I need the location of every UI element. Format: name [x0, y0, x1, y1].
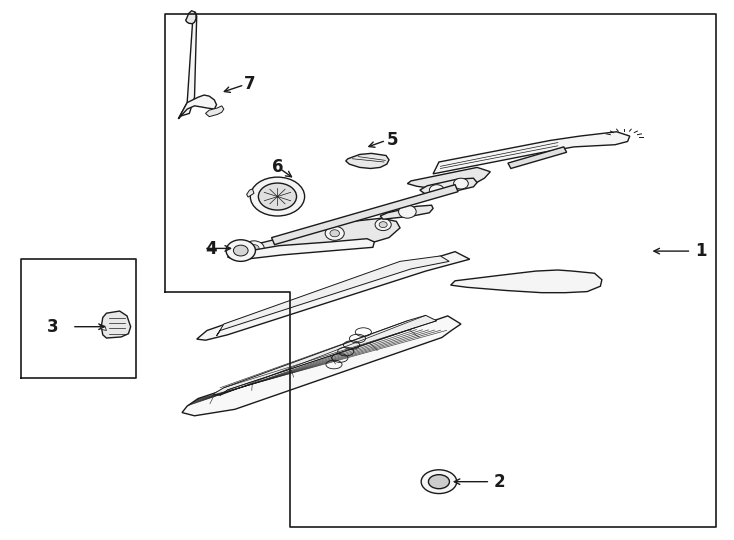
Polygon shape — [272, 185, 458, 245]
Polygon shape — [182, 316, 461, 416]
Text: 7: 7 — [244, 75, 255, 93]
Polygon shape — [407, 167, 490, 189]
Polygon shape — [217, 256, 449, 336]
Polygon shape — [508, 147, 567, 168]
Ellipse shape — [250, 177, 305, 216]
Ellipse shape — [421, 470, 457, 494]
Text: 5: 5 — [387, 131, 399, 150]
Polygon shape — [380, 205, 433, 219]
Polygon shape — [101, 311, 131, 338]
Polygon shape — [420, 178, 477, 194]
Circle shape — [226, 240, 255, 261]
Polygon shape — [197, 252, 470, 340]
Polygon shape — [213, 315, 437, 395]
Circle shape — [429, 185, 444, 195]
Polygon shape — [433, 132, 630, 174]
Text: 3: 3 — [47, 318, 59, 336]
Circle shape — [454, 178, 468, 189]
Circle shape — [233, 245, 248, 256]
Circle shape — [325, 226, 344, 240]
Polygon shape — [346, 153, 389, 168]
Polygon shape — [100, 325, 106, 330]
Circle shape — [330, 230, 339, 237]
Circle shape — [379, 221, 388, 228]
Text: 1: 1 — [695, 242, 707, 260]
Text: 2: 2 — [493, 472, 505, 491]
Circle shape — [244, 241, 264, 256]
Circle shape — [375, 219, 391, 231]
Ellipse shape — [429, 475, 449, 489]
Circle shape — [249, 245, 259, 252]
Polygon shape — [186, 11, 196, 24]
Text: 4: 4 — [205, 240, 217, 259]
Polygon shape — [178, 95, 217, 119]
Polygon shape — [228, 239, 374, 260]
Polygon shape — [206, 106, 224, 117]
Ellipse shape — [258, 183, 297, 210]
Polygon shape — [451, 270, 602, 293]
Polygon shape — [229, 218, 400, 257]
Circle shape — [399, 205, 416, 218]
Polygon shape — [247, 189, 254, 197]
Polygon shape — [178, 12, 197, 119]
Text: 6: 6 — [272, 158, 283, 177]
